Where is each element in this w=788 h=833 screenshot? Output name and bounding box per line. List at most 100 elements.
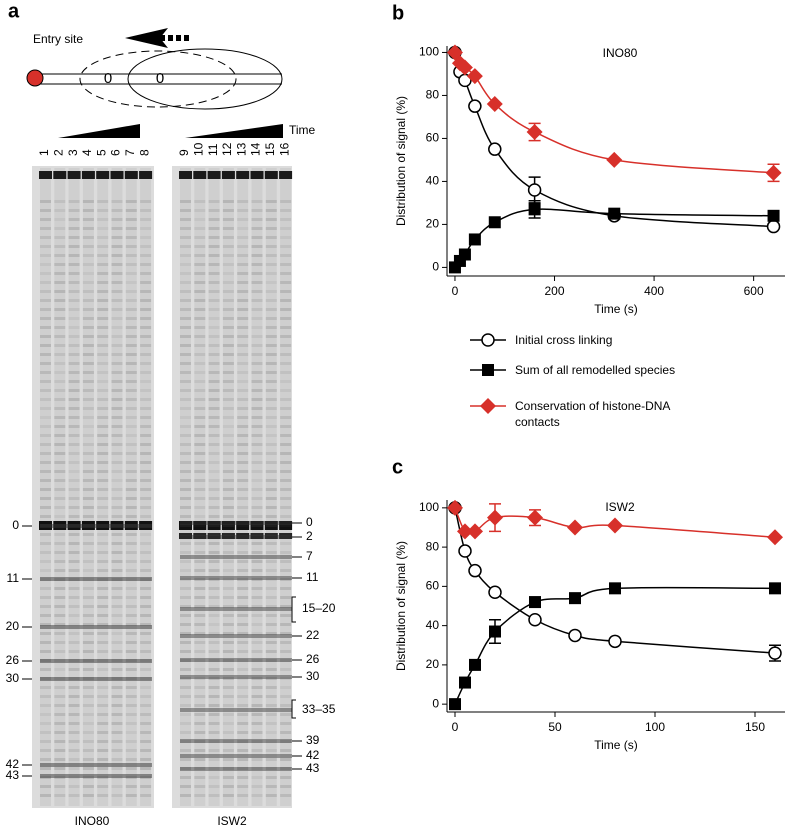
gel-faint-band: [111, 290, 123, 293]
gel-faint-band: [82, 326, 94, 329]
gel-well: [96, 171, 110, 179]
gel-faint-band: [194, 290, 206, 293]
gel-faint-band: [97, 353, 109, 356]
gel-faint-band: [125, 533, 137, 536]
gel-faint-band: [251, 254, 263, 257]
gel-faint-band: [82, 740, 94, 743]
gel-faint-band: [68, 398, 80, 401]
gel-faint-band: [222, 677, 234, 680]
gel-faint-band: [265, 488, 277, 491]
gel-faint-band: [97, 443, 109, 446]
gel-faint-band: [237, 587, 249, 590]
gel-faint-band: [54, 308, 66, 311]
gel-faint-band: [180, 668, 191, 671]
gel-faint-band: [140, 254, 152, 257]
gel-faint-band: [280, 776, 292, 779]
gel-band: [40, 625, 152, 629]
gel-faint-band: [40, 731, 51, 734]
gel-faint-band: [194, 317, 206, 320]
gel-faint-band: [194, 632, 206, 635]
gel-faint-band: [68, 245, 80, 248]
dyad-label: 0: [156, 70, 164, 87]
gel-faint-band: [125, 209, 137, 212]
gel-faint-band: [82, 794, 94, 797]
gel-faint-band: [208, 353, 220, 356]
gel-faint-band: [280, 326, 292, 329]
gel-band: [180, 739, 292, 743]
gel-faint-band: [40, 479, 51, 482]
gel-faint-band: [111, 335, 123, 338]
gel-faint-band: [68, 308, 80, 311]
gel-faint-band: [68, 740, 80, 743]
gel-faint-band: [194, 470, 206, 473]
gel-faint-band: [222, 704, 234, 707]
gel-band: [180, 708, 292, 712]
gel-faint-band: [82, 488, 94, 491]
gel-faint-band: [97, 317, 109, 320]
gel-faint-band: [180, 425, 191, 428]
gel-faint-band: [265, 587, 277, 590]
gel-faint-band: [180, 254, 191, 257]
gel-faint-band: [54, 218, 66, 221]
gel-faint-band: [251, 461, 263, 464]
gel-faint-band: [237, 713, 249, 716]
gel-faint-band: [40, 470, 51, 473]
gel-faint-band: [180, 353, 191, 356]
gel-faint-band: [82, 236, 94, 239]
gel-faint-band: [208, 218, 220, 221]
gel-faint-band: [280, 722, 292, 725]
gel-faint-band: [194, 677, 206, 680]
gel-faint-band: [140, 515, 152, 518]
gel-faint-band: [265, 479, 277, 482]
gel-faint-band: [237, 641, 249, 644]
gel-faint-band: [140, 551, 152, 554]
gel-faint-band: [97, 533, 109, 536]
gel-band: [250, 533, 264, 539]
gel-faint-band: [97, 515, 109, 518]
gel-faint-band: [111, 425, 123, 428]
gel-faint-band: [82, 209, 94, 212]
gel-band: [180, 675, 292, 679]
gel-faint-band: [97, 416, 109, 419]
gel-faint-band: [265, 596, 277, 599]
gel-faint-band: [68, 434, 80, 437]
gel-lane: [97, 168, 109, 806]
gel-faint-band: [140, 272, 152, 275]
gel-faint-band: [222, 236, 234, 239]
gel-faint-band: [222, 209, 234, 212]
data-point: [458, 248, 471, 261]
gel-faint-band: [237, 398, 249, 401]
gel-faint-band: [68, 704, 80, 707]
gel-band: [40, 677, 152, 681]
gel-faint-band: [265, 740, 277, 743]
gel-faint-band: [208, 470, 220, 473]
band-label: 43: [306, 761, 320, 775]
gel-faint-band: [140, 488, 152, 491]
gel-faint-band: [40, 245, 51, 248]
gel-faint-band: [265, 245, 277, 248]
gel-faint-band: [237, 245, 249, 248]
data-point: [467, 523, 483, 540]
gel-faint-band: [140, 236, 152, 239]
gel-faint-band: [68, 497, 80, 500]
gel-faint-band: [194, 659, 206, 662]
gel-faint-band: [180, 452, 191, 455]
gel-faint-band: [54, 281, 66, 284]
gel-faint-band: [265, 389, 277, 392]
gel-faint-band: [40, 227, 51, 230]
gel-faint-band: [97, 434, 109, 437]
gel-faint-band: [222, 245, 234, 248]
gel-faint-band: [40, 461, 51, 464]
gel-well: [67, 171, 81, 179]
gel-faint-band: [265, 254, 277, 257]
gel-faint-band: [97, 758, 109, 761]
gel-faint-band: [97, 290, 109, 293]
gel-faint-band: [280, 668, 292, 671]
gel-faint-band: [280, 344, 292, 347]
gel-faint-band: [208, 542, 220, 545]
gel-faint-band: [208, 335, 220, 338]
gel-faint-band: [140, 326, 152, 329]
gel-faint-band: [251, 317, 263, 320]
gel-faint-band: [68, 425, 80, 428]
gel-faint-band: [111, 749, 123, 752]
